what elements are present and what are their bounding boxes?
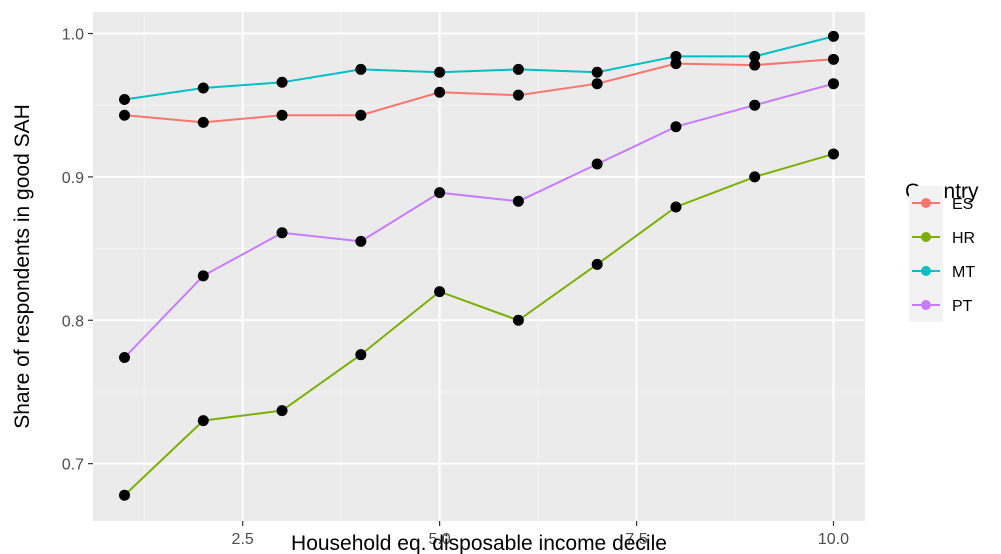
x-tick-label: 10.0 [818, 531, 849, 548]
data-point-hr [591, 258, 603, 270]
data-point-mt [119, 93, 131, 105]
data-point-pt [434, 187, 446, 199]
data-point-pt [591, 158, 603, 170]
series-lines [123, 35, 834, 496]
series-line-es [124, 58, 834, 124]
data-point-hr [355, 349, 367, 361]
data-point-pt [119, 352, 131, 364]
data-point-mt [276, 76, 288, 88]
data-point-mt [749, 50, 761, 62]
y-axis-ticks: 0.7 0.8 0.9 1.0 [62, 27, 93, 474]
series-line-pt [123, 82, 834, 359]
y-tick-label: 0.7 [62, 457, 84, 474]
data-point-es [355, 109, 367, 121]
series-line-mt [124, 35, 834, 101]
data-point-hr [119, 489, 131, 501]
data-point-pt [827, 78, 839, 90]
data-point-es [197, 116, 209, 128]
data-point-es [276, 109, 288, 121]
data-point-hr [512, 314, 524, 326]
data-point-mt [670, 50, 682, 62]
x-tick-label: 5.0 [428, 531, 450, 548]
data-point-pt [670, 121, 682, 133]
data-point-es [119, 109, 131, 121]
data-point-mt [197, 82, 209, 94]
data-point-mt [512, 63, 524, 75]
data-point-es [591, 78, 603, 90]
data-point-mt [355, 63, 367, 75]
legend-label-hr: HR [952, 230, 975, 247]
legend-key-point [921, 198, 931, 208]
data-point-mt [434, 66, 446, 78]
y-tick-label: 0.8 [62, 313, 84, 330]
legend-key-point [921, 266, 931, 276]
legend-key-point [921, 232, 931, 242]
legend-label-pt: PT [952, 298, 973, 315]
data-point-mt [591, 66, 603, 78]
data-point-es [434, 86, 446, 98]
x-tick-label: 2.5 [232, 531, 254, 548]
data-point-pt [276, 227, 288, 239]
y-axis-title: Share of respondents in good SAH [11, 104, 34, 429]
series-points [119, 30, 839, 501]
data-point-hr [749, 171, 761, 183]
legend-label-mt: MT [952, 264, 975, 281]
data-point-hr [670, 201, 682, 213]
data-point-hr [434, 286, 446, 298]
x-axis-ticks: 2.5 5.0 7.5 10.0 [232, 521, 849, 548]
legend-label-es: ES [952, 196, 973, 213]
data-point-pt [197, 270, 209, 282]
data-point-hr [827, 148, 839, 160]
data-point-es [827, 53, 839, 65]
data-point-pt [749, 99, 761, 111]
x-tick-label: 7.5 [625, 531, 647, 548]
data-point-pt [512, 195, 524, 207]
data-point-hr [276, 405, 288, 417]
y-tick-label: 0.9 [62, 170, 84, 187]
data-point-mt [827, 30, 839, 42]
y-tick-label: 1.0 [62, 27, 84, 44]
data-point-hr [197, 415, 209, 427]
legend-key-point [921, 300, 931, 310]
data-point-es [749, 59, 761, 71]
series-line-hr [123, 152, 834, 496]
x-axis-title: Household eq. disposable income decile [291, 532, 667, 554]
data-point-es [512, 89, 524, 101]
data-point-pt [355, 235, 367, 247]
